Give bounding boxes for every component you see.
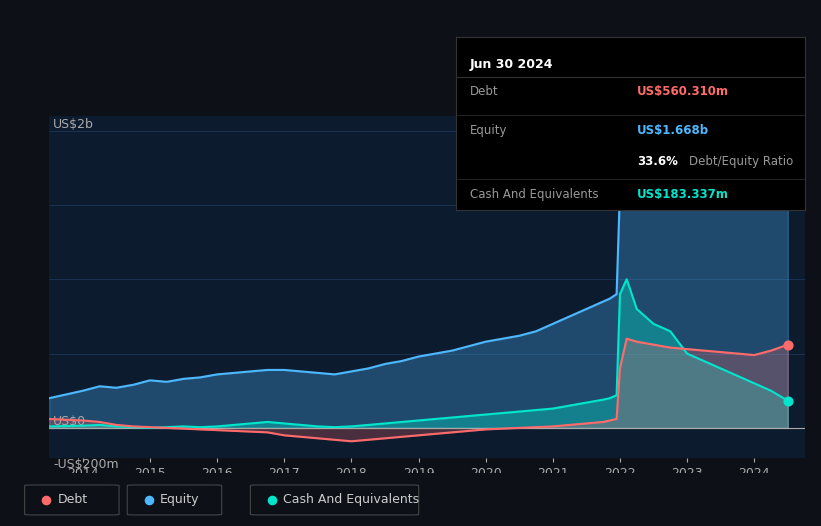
Text: US$1.668b: US$1.668b	[637, 124, 709, 137]
Point	[782, 176, 795, 184]
Point	[142, 495, 155, 504]
Point	[782, 397, 795, 405]
Text: US$2b: US$2b	[53, 118, 94, 130]
Point	[265, 495, 278, 504]
Text: Debt: Debt	[470, 85, 498, 98]
Text: US$183.337m: US$183.337m	[637, 188, 729, 201]
Text: Equity: Equity	[470, 124, 507, 137]
Point	[782, 340, 795, 349]
Point	[39, 495, 53, 504]
Text: Debt: Debt	[57, 493, 88, 506]
Text: US$560.310m: US$560.310m	[637, 85, 729, 98]
Text: Jun 30 2024: Jun 30 2024	[470, 58, 553, 70]
Text: 33.6%: 33.6%	[637, 155, 678, 168]
Text: Cash And Equivalents: Cash And Equivalents	[283, 493, 420, 506]
Text: Debt/Equity Ratio: Debt/Equity Ratio	[690, 155, 794, 168]
Text: US$0: US$0	[53, 415, 86, 428]
Text: Cash And Equivalents: Cash And Equivalents	[470, 188, 599, 201]
Text: -US$200m: -US$200m	[53, 458, 119, 471]
Text: Equity: Equity	[160, 493, 200, 506]
